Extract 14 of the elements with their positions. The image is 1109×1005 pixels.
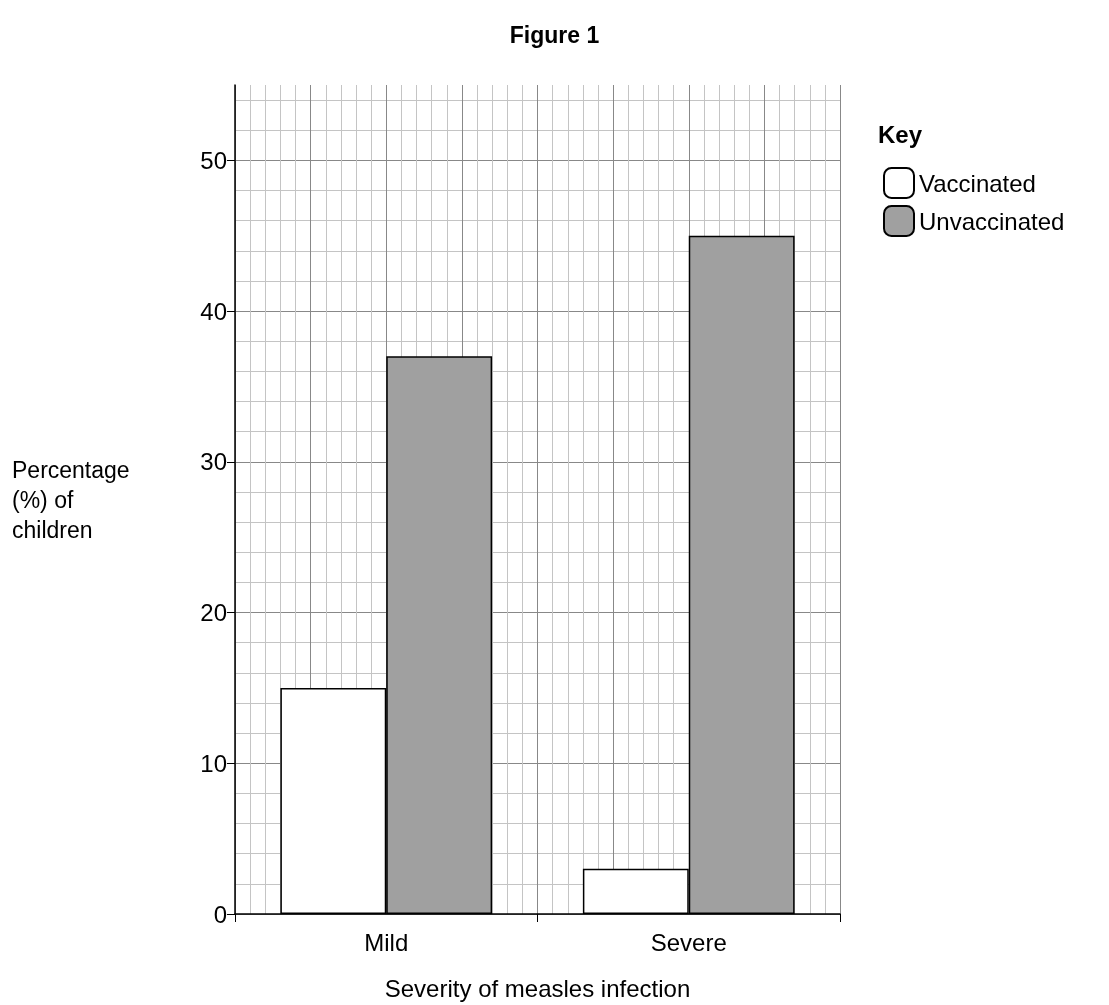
y-tick-label: 40 — [200, 297, 227, 325]
chart-title: Figure 1 — [509, 21, 600, 48]
y-axis-title: Percentage (%) of children — [12, 457, 137, 543]
y-tick-label: 10 — [200, 749, 227, 777]
y-tick-label: 50 — [200, 146, 227, 174]
y-tick-label: 0 — [213, 900, 227, 928]
y-tick-label: 30 — [200, 448, 227, 476]
x-tick-label: Severe — [650, 928, 727, 956]
y-tick-label: 20 — [200, 599, 227, 627]
x-tick-label: Mild — [364, 928, 409, 956]
x-axis-title: Severity of measles infection — [384, 974, 691, 1002]
legend-title: Key — [878, 120, 923, 148]
legend-label: Vaccinated — [919, 169, 1036, 197]
legend-label: Unvaccinated — [919, 207, 1065, 235]
